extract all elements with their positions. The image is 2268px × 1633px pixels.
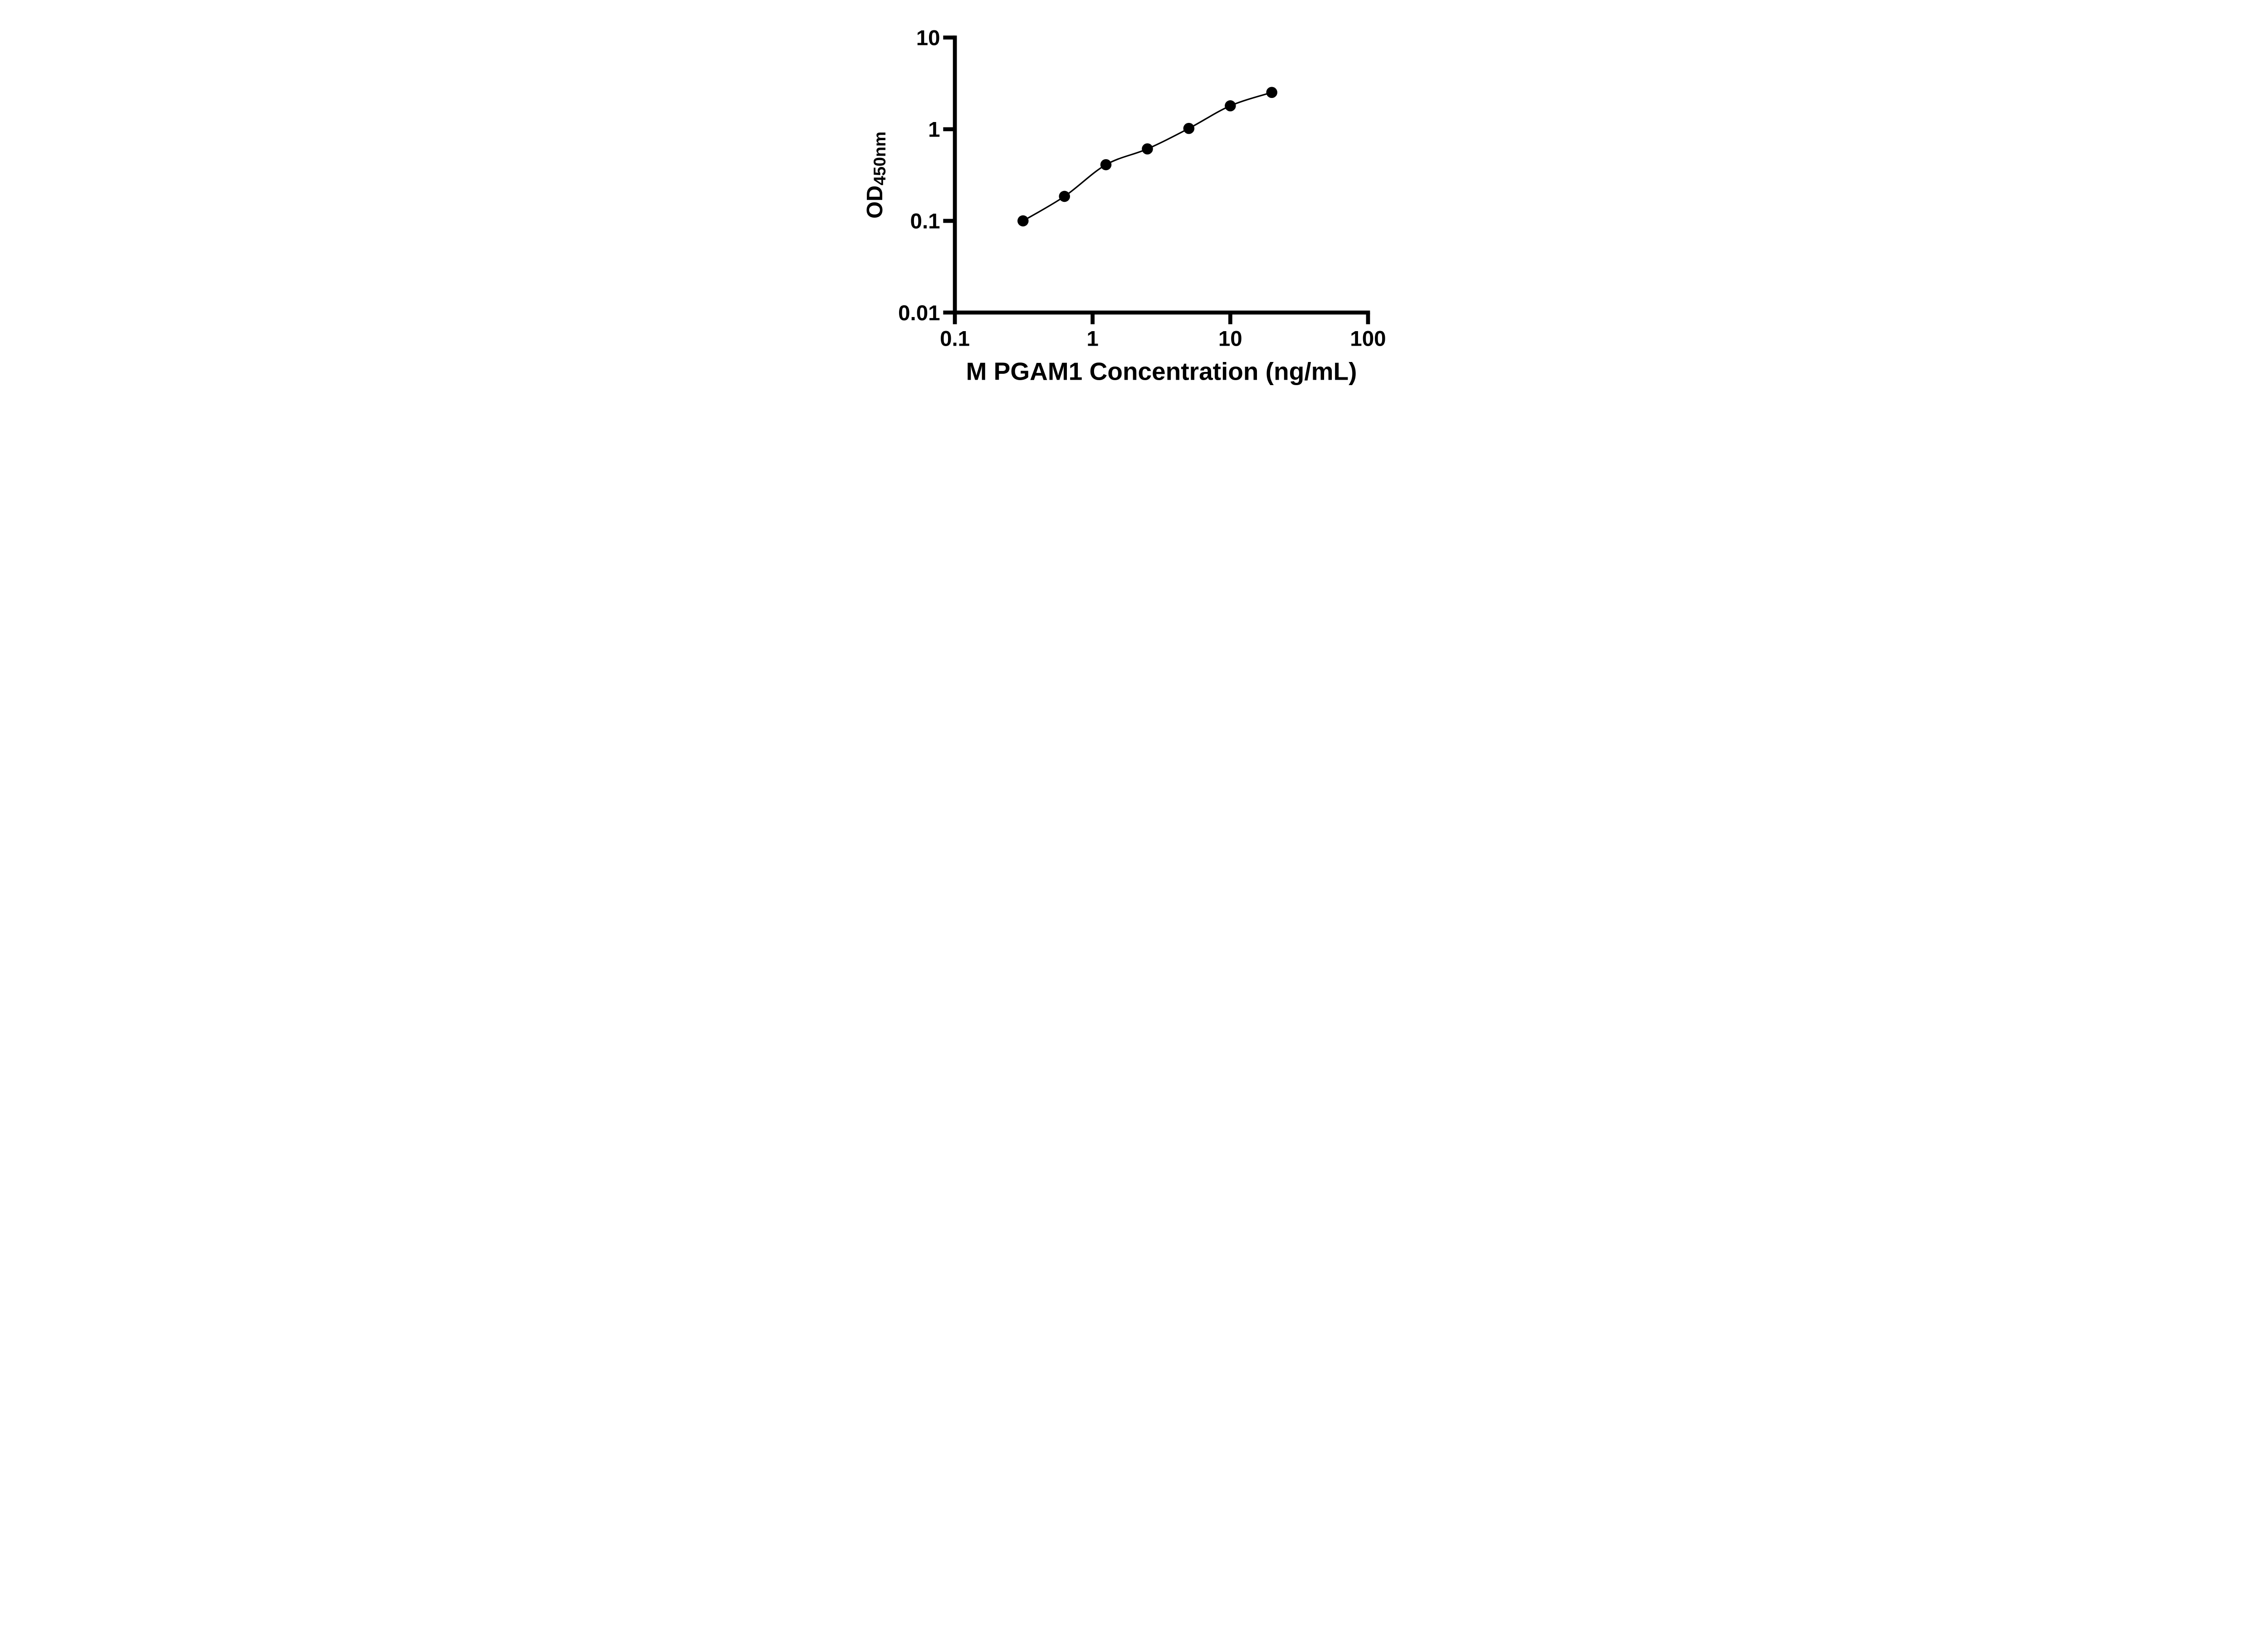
data-point-4	[1142, 143, 1153, 155]
standard-curve-figure: 10 1 0.1 0.01 0.1 1 10 100 M PGAM1 Concentratio…	[842, 0, 1426, 409]
y-tick-label: 10	[916, 26, 940, 50]
data-point-6	[1225, 100, 1236, 112]
fit-curve-layer	[1022, 92, 1273, 222]
y-tick-label: 0.01	[898, 301, 940, 325]
y-axis-title-subscript: 450nm	[870, 132, 889, 186]
y-axis-title-main: OD	[863, 186, 887, 219]
fit-curve	[1022, 92, 1273, 222]
y-axis-title: OD450nm	[863, 132, 889, 219]
x-tick-label: 0.1	[940, 327, 970, 351]
y-tick-label: 1	[928, 118, 940, 142]
data-point-5	[1183, 122, 1195, 134]
data-point-7	[1266, 87, 1277, 98]
data-point-1	[1017, 215, 1029, 227]
data-point-3	[1100, 159, 1112, 171]
y-tick-label: 0.1	[910, 210, 940, 234]
x-tick-label: 1	[1087, 327, 1099, 351]
data-points-layer	[1017, 87, 1277, 227]
x-axis-title: M PGAM1 Concentration (ng/mL)	[966, 357, 1357, 386]
x-tick-label: 100	[1350, 327, 1386, 351]
x-tick-label: 10	[1218, 327, 1242, 351]
data-point-2	[1059, 191, 1070, 202]
